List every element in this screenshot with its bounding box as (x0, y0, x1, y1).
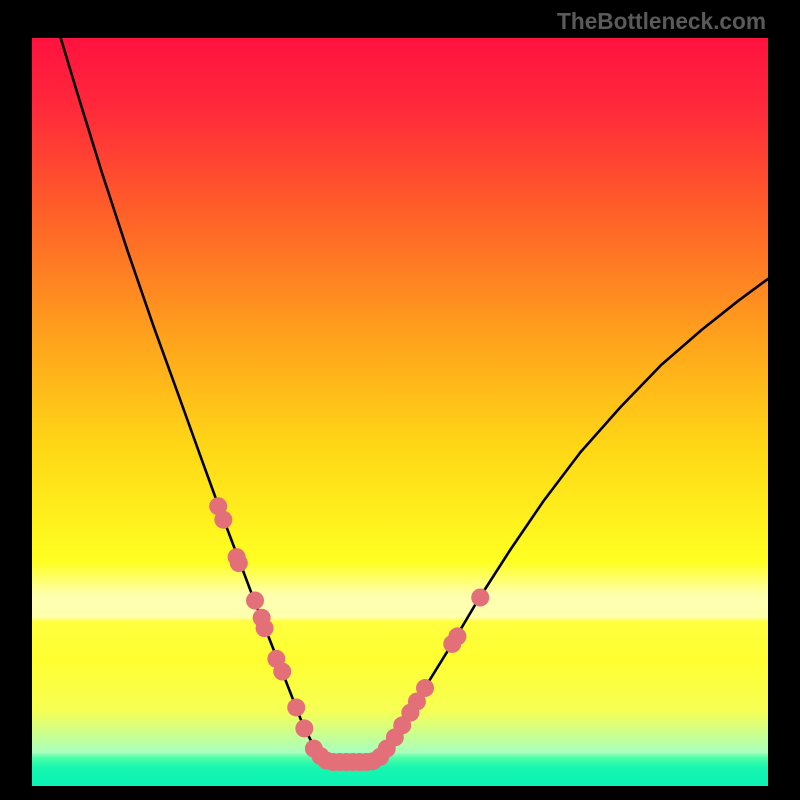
watermark-text: TheBottleneck.com (557, 8, 766, 35)
scatter-marker (448, 627, 466, 645)
scatter-marker (214, 511, 232, 529)
stage: TheBottleneck.com (0, 0, 800, 800)
scatter-marker (295, 719, 313, 737)
bottleneck-chart (32, 38, 768, 786)
scatter-marker (287, 698, 305, 716)
scatter-marker (471, 589, 489, 607)
scatter-marker (256, 619, 274, 637)
scatter-marker (273, 663, 291, 681)
scatter-marker (230, 554, 248, 572)
gradient-background (32, 38, 768, 786)
scatter-marker (246, 592, 264, 610)
scatter-marker (416, 679, 434, 697)
